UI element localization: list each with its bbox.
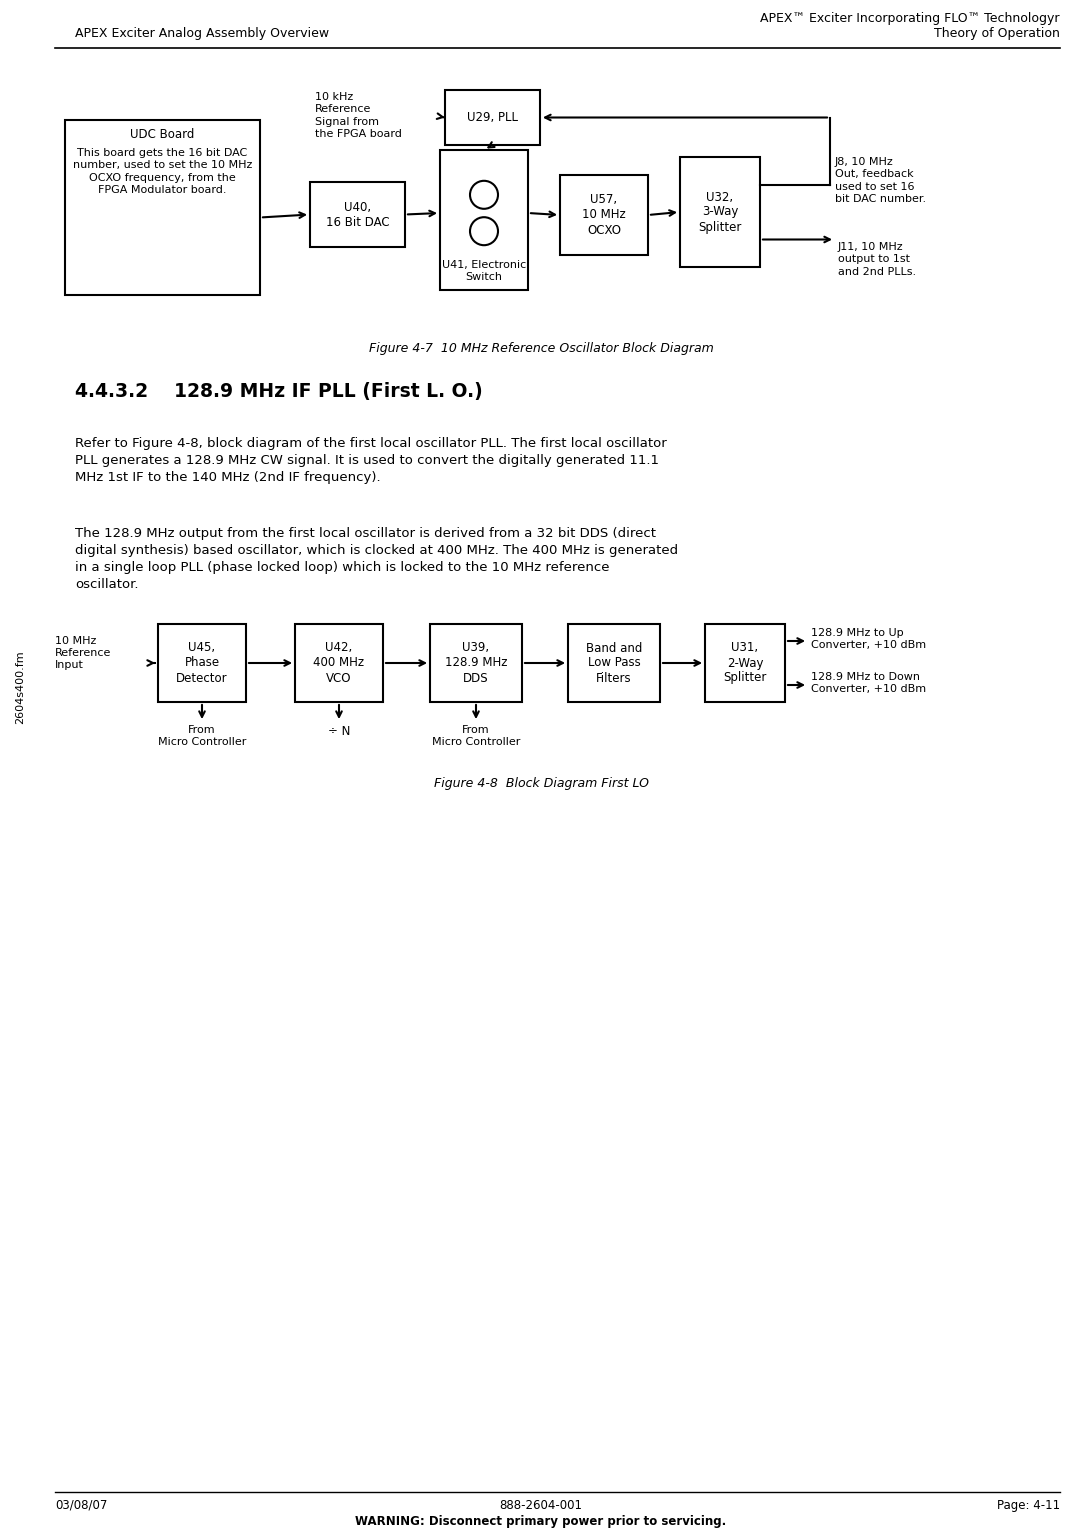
Text: Page: 4-11: Page: 4-11 <box>997 1499 1060 1512</box>
Text: 128.9 MHz to Up
Converter, +10 dBm: 128.9 MHz to Up Converter, +10 dBm <box>812 627 926 650</box>
Bar <box>430 624 522 702</box>
Text: The 128.9 MHz output from the first local oscillator is derived from a 32 bit DD: The 128.9 MHz output from the first loca… <box>75 527 678 592</box>
Bar <box>560 175 648 255</box>
Text: U41, Electronic
Switch: U41, Electronic Switch <box>441 260 526 281</box>
Bar <box>445 91 540 144</box>
Text: U42,
400 MHz
VCO: U42, 400 MHz VCO <box>314 641 365 684</box>
Text: U57,
10 MHz
OCXO: U57, 10 MHz OCXO <box>582 194 625 237</box>
Text: APEX Exciter Analog Assembly Overview: APEX Exciter Analog Assembly Overview <box>75 28 329 40</box>
Text: 10 kHz
Reference
Signal from
the FPGA board: 10 kHz Reference Signal from the FPGA bo… <box>315 92 401 140</box>
Text: Figure 4-8  Block Diagram First LO: Figure 4-8 Block Diagram First LO <box>434 778 648 790</box>
Text: 888-2604-001: 888-2604-001 <box>500 1499 582 1512</box>
Text: U40,
16 Bit DAC: U40, 16 Bit DAC <box>326 200 390 229</box>
Text: Refer to Figure 4-8, block diagram of the first local oscillator PLL. The first : Refer to Figure 4-8, block diagram of th… <box>75 437 667 484</box>
Bar <box>295 624 383 702</box>
Text: This board gets the 16 bit DAC
number, used to set the 10 MHz
OCXO frequency, fr: This board gets the 16 bit DAC number, u… <box>72 148 252 195</box>
Bar <box>568 624 660 702</box>
Text: Figure 4-7  10 MHz Reference Oscillator Block Diagram: Figure 4-7 10 MHz Reference Oscillator B… <box>369 343 713 355</box>
Text: 2604s400.fm: 2604s400.fm <box>15 650 25 724</box>
Text: APEX™ Exciter Incorporating FLO™ Technologyr: APEX™ Exciter Incorporating FLO™ Technol… <box>761 12 1060 25</box>
Text: From
Micro Controller: From Micro Controller <box>158 725 247 747</box>
Text: 03/08/07: 03/08/07 <box>55 1499 107 1512</box>
Text: Theory of Operation: Theory of Operation <box>934 28 1060 40</box>
Bar <box>65 120 260 295</box>
Text: J8, 10 MHz
Out, feedback
used to set 16
bit DAC number.: J8, 10 MHz Out, feedback used to set 16 … <box>835 157 926 204</box>
Bar <box>311 181 405 247</box>
Text: U29, PLL: U29, PLL <box>467 111 518 124</box>
Text: U45,
Phase
Detector: U45, Phase Detector <box>176 641 228 684</box>
Text: From
Micro Controller: From Micro Controller <box>432 725 520 747</box>
Text: 128.9 MHz to Down
Converter, +10 dBm: 128.9 MHz to Down Converter, +10 dBm <box>812 672 926 695</box>
Text: ÷ N: ÷ N <box>328 725 351 738</box>
Text: Band and
Low Pass
Filters: Band and Low Pass Filters <box>585 641 643 684</box>
Text: 10 MHz
Reference
Input: 10 MHz Reference Input <box>55 636 111 670</box>
Bar <box>158 624 246 702</box>
Bar <box>705 624 786 702</box>
Text: U39,
128.9 MHz
DDS: U39, 128.9 MHz DDS <box>445 641 507 684</box>
Bar <box>440 151 528 290</box>
Text: U31,
2-Way
Splitter: U31, 2-Way Splitter <box>723 641 767 684</box>
Text: U32,
3-Way
Splitter: U32, 3-Way Splitter <box>698 191 741 234</box>
Text: 4.4.3.2    128.9 MHz IF PLL (First L. O.): 4.4.3.2 128.9 MHz IF PLL (First L. O.) <box>75 383 483 401</box>
Text: UDC Board: UDC Board <box>130 128 195 141</box>
Text: WARNING: Disconnect primary power prior to servicing.: WARNING: Disconnect primary power prior … <box>355 1515 727 1528</box>
Text: J11, 10 MHz
output to 1st
and 2nd PLLs.: J11, 10 MHz output to 1st and 2nd PLLs. <box>837 241 916 277</box>
Bar <box>679 157 760 267</box>
